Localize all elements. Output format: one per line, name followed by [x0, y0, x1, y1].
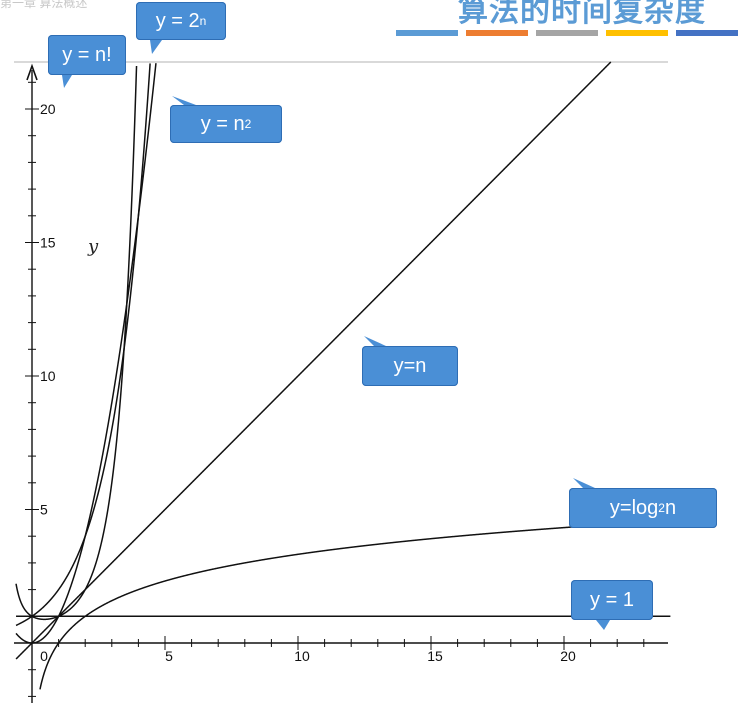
y-axis-label: y [87, 236, 99, 257]
series-line-exp [15, 63, 151, 627]
header-stripe-2 [466, 30, 528, 36]
series-label-linear: y=n [362, 346, 458, 386]
callout-tail-log [573, 478, 595, 488]
ticks: 0 5 10 15 20 5 10 15 20 [25, 81, 645, 697]
x-tick-label-5: 5 [165, 648, 173, 664]
series-label-text: y = n! [62, 43, 112, 66]
x-tick-label-10: 10 [294, 648, 310, 664]
series-label-const: y = 1 [571, 580, 653, 620]
header-stripe-5 [676, 30, 738, 36]
callout-tail-square [172, 96, 196, 105]
series-line-linear [15, 61, 612, 660]
header-breadcrumb: 第一章 算法概述 [0, 0, 88, 10]
callout-tail-linear [364, 336, 386, 346]
curves [15, 61, 671, 690]
y-tick-label-15: 15 [40, 235, 56, 251]
header-stripe-4 [606, 30, 668, 36]
series-label-text: y = n [200, 112, 245, 135]
series-label-superscript: 2 [244, 117, 252, 131]
x-tick-label-15: 15 [427, 648, 443, 664]
series-label-text: y=log [609, 496, 659, 519]
series-label-text: y = 2 [155, 9, 200, 32]
series-line-fact [15, 65, 138, 621]
series-label-text: y=n [393, 354, 427, 377]
series-label-superscript: n [199, 14, 207, 28]
x-tick-label-0: 0 [40, 648, 48, 664]
callout-tail-exp [150, 40, 162, 54]
series-label-text: y = 1 [590, 588, 634, 611]
y-tick-label-20: 20 [40, 101, 56, 117]
series-label-tail: n [664, 496, 677, 519]
callout-tail-const [596, 620, 610, 630]
callout-tail-fact [62, 75, 72, 88]
y-tick-label-5: 5 [40, 502, 48, 518]
series-label-fact: y = n! [48, 35, 126, 75]
series-line-log [39, 519, 671, 690]
y-tick-label-10: 10 [40, 368, 56, 384]
page-title: 算法的时间复杂度 [458, 0, 706, 29]
header-stripe-3 [536, 30, 598, 36]
x-tick-label-20: 20 [560, 648, 576, 664]
series-label-subscript: 2 [658, 501, 665, 515]
series-label-log: y=log 2 n [569, 488, 717, 528]
header-stripe-1 [396, 30, 458, 36]
y-axis-arrow [26, 63, 38, 81]
